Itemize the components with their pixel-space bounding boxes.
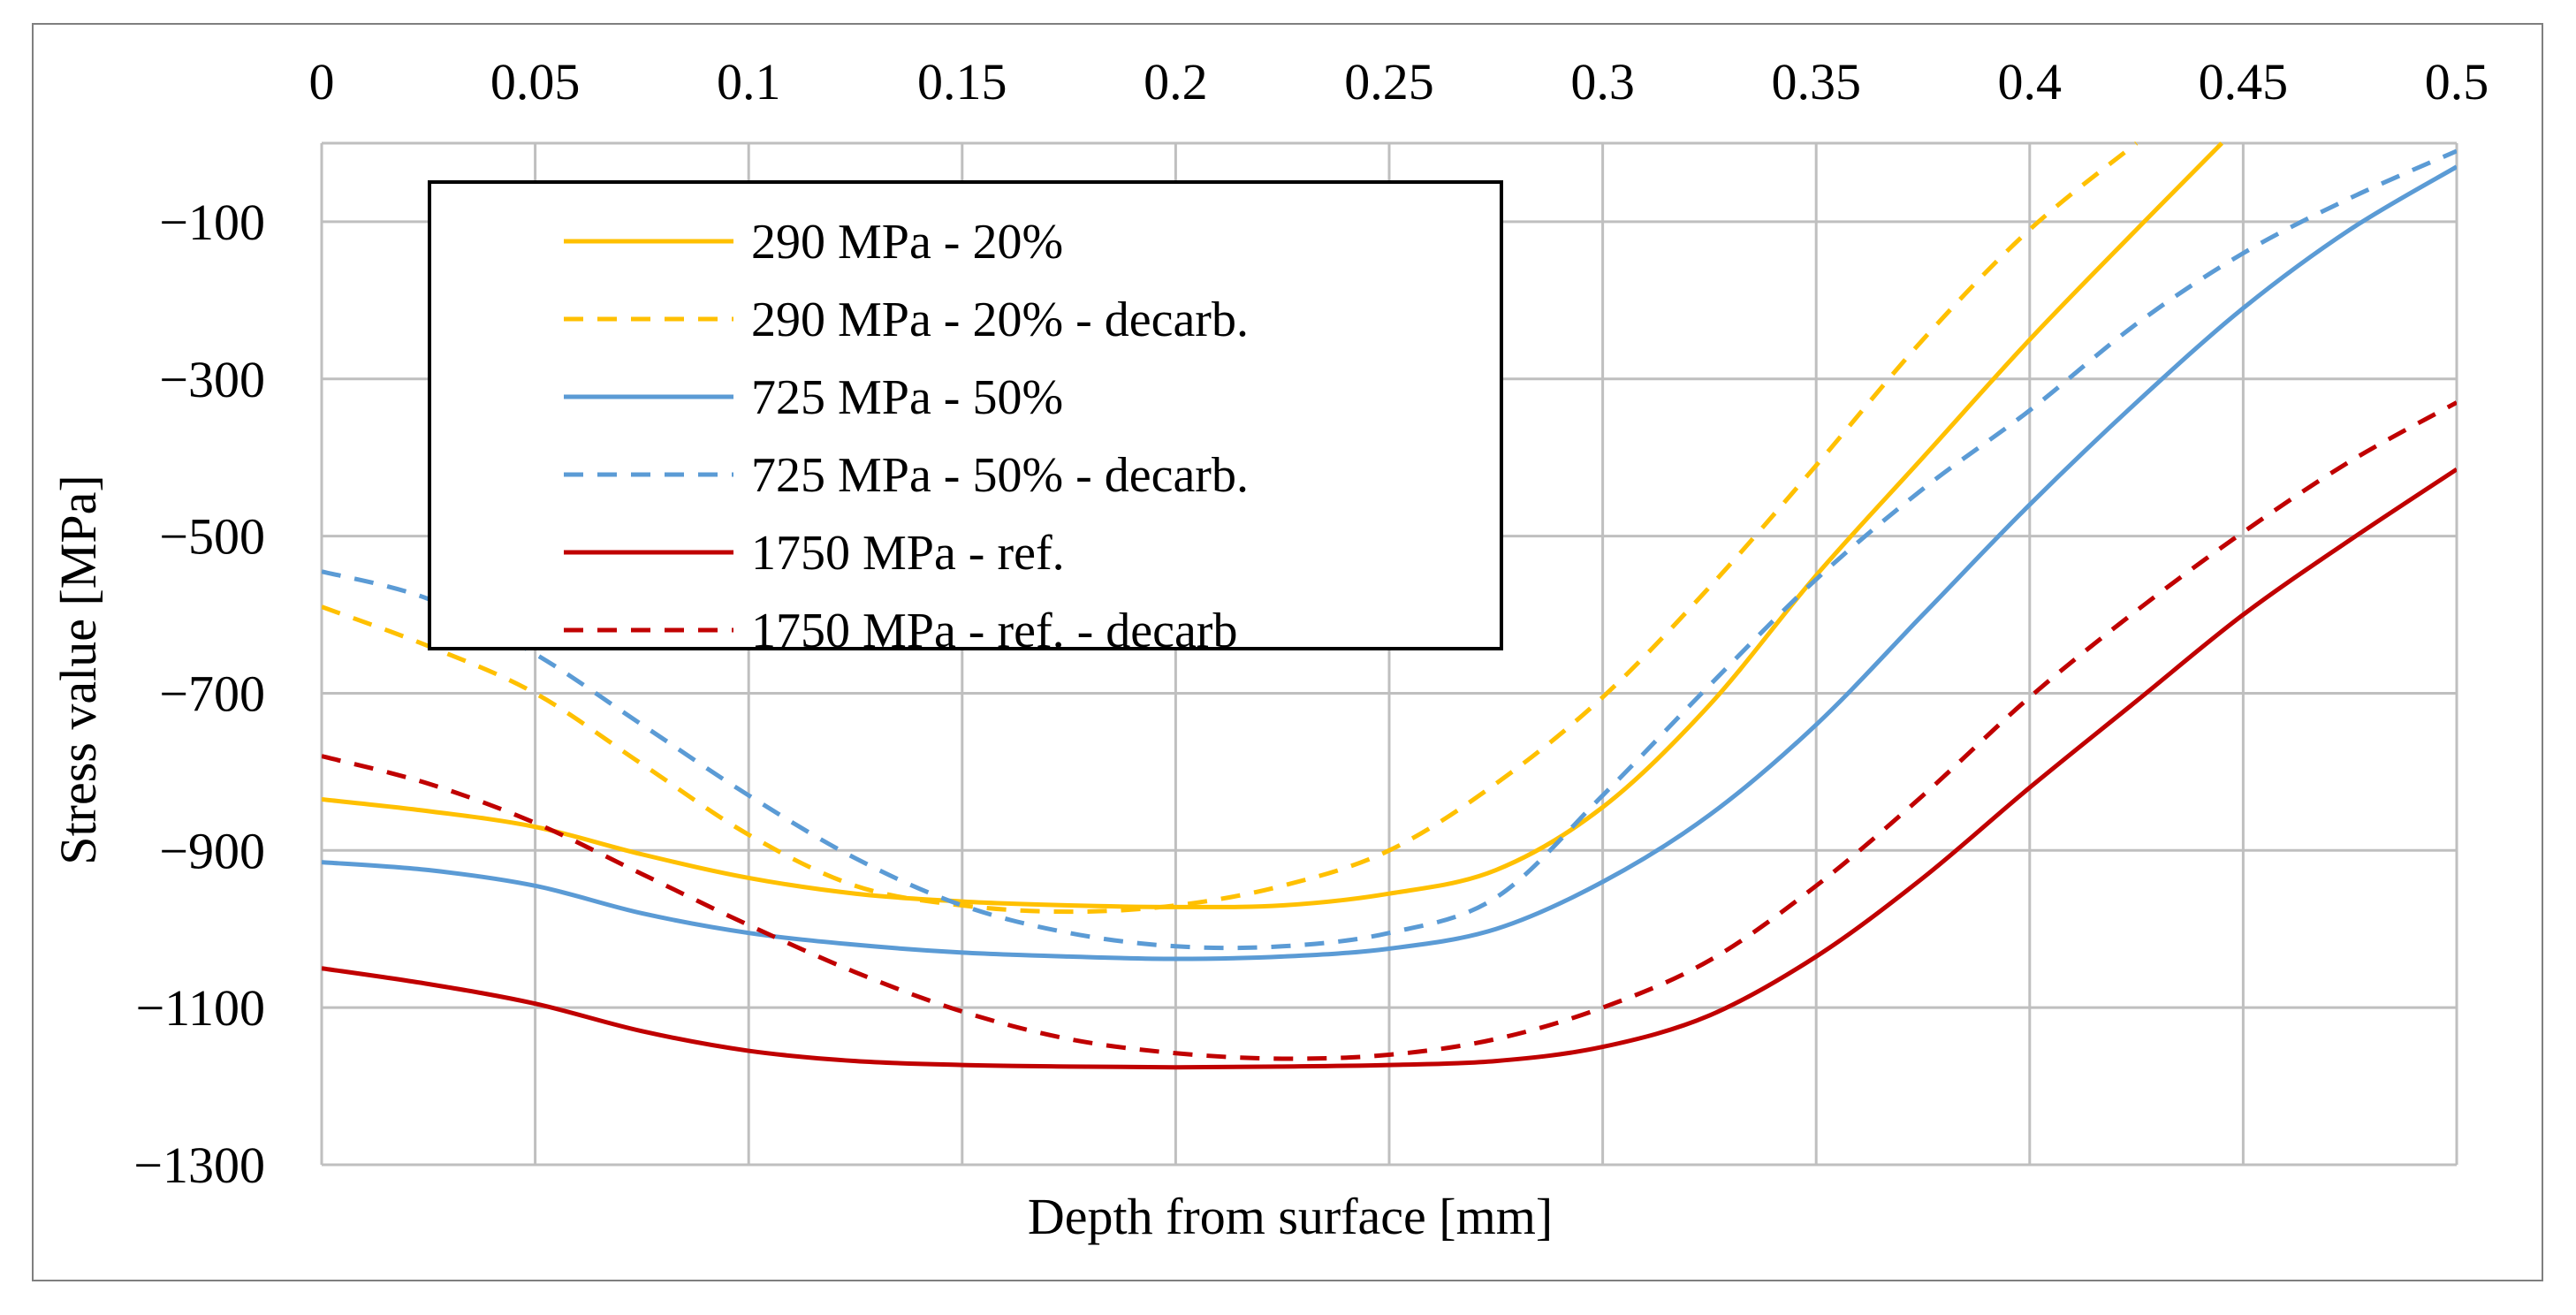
x-tick-label: 0.1 bbox=[717, 53, 781, 110]
x-tick-label: 0.3 bbox=[1570, 53, 1635, 110]
x-tick-label: 0.45 bbox=[2199, 53, 2289, 110]
series-line-2 bbox=[322, 141, 2139, 915]
line-chart: 0 0.05 0.1 0.15 0.2 0.25 0.3 0.35 0.4 0.45 0.5 −10… bbox=[49, 53, 2489, 1245]
y-axis-tick-labels: −100 −300 −500 −700 −900 −1100 −1300 bbox=[133, 194, 265, 1194]
series-lines bbox=[322, 141, 2457, 1070]
x-axis-title: Depth from surface [mm] bbox=[1028, 1188, 1553, 1245]
chart-frame: 0 0.05 0.1 0.15 0.2 0.25 0.3 0.35 0.4 0.45 0.5 −10… bbox=[32, 23, 2543, 1281]
legend-label-6: 1750 MPa - ref. - decarb bbox=[751, 604, 1237, 658]
legend-label-5: 1750 MPa - ref. bbox=[751, 526, 1065, 581]
y-tick-label: −700 bbox=[159, 665, 265, 722]
series-line-1 bbox=[322, 141, 2224, 909]
series-line-6 bbox=[322, 400, 2457, 1061]
x-tick-label: 0.25 bbox=[1344, 53, 1434, 110]
legend-label-2: 290 MPa - 20% - decarb. bbox=[751, 293, 1249, 347]
series-line-4 bbox=[322, 148, 2457, 951]
x-tick-label: 0.2 bbox=[1144, 53, 1208, 110]
series-line-5 bbox=[322, 467, 2457, 1070]
x-tick-label: 0.4 bbox=[1998, 53, 2063, 110]
x-tick-label: 0 bbox=[309, 53, 335, 110]
x-tick-label: 0.05 bbox=[490, 53, 581, 110]
y-tick-label: −300 bbox=[159, 351, 265, 408]
y-tick-label: −900 bbox=[159, 822, 265, 879]
y-tick-label: −1300 bbox=[133, 1136, 265, 1194]
legend-label-3: 725 MPa - 50% bbox=[751, 370, 1063, 425]
x-tick-label: 0.5 bbox=[2425, 53, 2489, 110]
y-tick-label: −100 bbox=[159, 194, 265, 251]
legend-label-4: 725 MPa - 50% - decarb. bbox=[751, 448, 1249, 503]
legend: 290 MPa - 20% 290 MPa - 20% - decarb. 725 … bbox=[428, 180, 1503, 658]
series-line-3 bbox=[322, 164, 2457, 962]
y-tick-label: −500 bbox=[159, 508, 265, 566]
legend-label-1: 290 MPa - 20% bbox=[751, 215, 1063, 270]
y-axis-title: Stress value [MPa] bbox=[49, 475, 107, 864]
y-tick-label: −1100 bbox=[135, 979, 265, 1037]
legend-entries: 290 MPa - 20% 290 MPa - 20% - decarb. 725 … bbox=[564, 215, 1249, 658]
x-tick-label: 0.35 bbox=[1771, 53, 1861, 110]
legend-box bbox=[428, 180, 1503, 650]
x-tick-label: 0.15 bbox=[917, 53, 1007, 110]
x-axis-tick-labels: 0 0.05 0.1 0.15 0.2 0.25 0.3 0.35 0.4 0.45 0.5 bbox=[309, 53, 2489, 110]
